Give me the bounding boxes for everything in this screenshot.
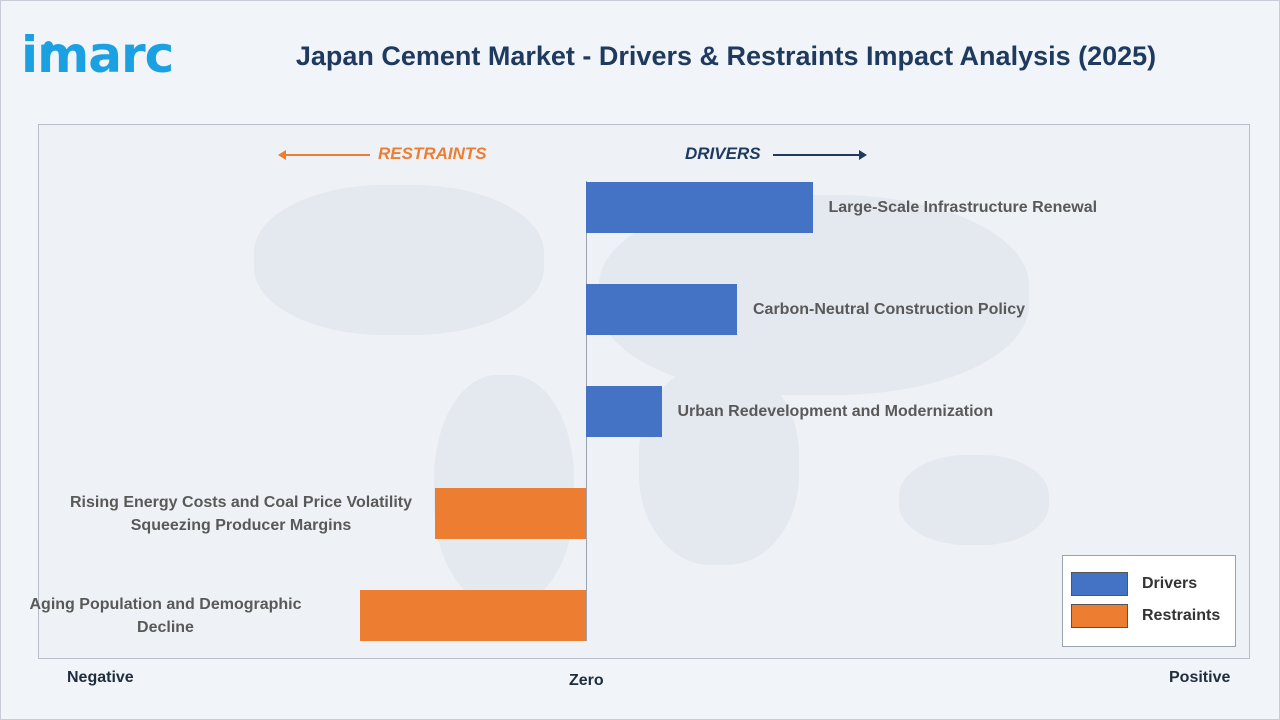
axis-zero-label: Zero (569, 672, 604, 689)
legend-label-drivers: Drivers (1142, 575, 1198, 592)
logo-text: imarc (21, 26, 174, 84)
legend-item-restraints: Restraints (1071, 604, 1220, 628)
bar-label-line: Carbon-Neutral Construction Policy (753, 301, 1026, 318)
bar-label-line: Aging Population and Demographic (29, 595, 302, 613)
bar-label: Urban Redevelopment and Modernization (678, 400, 994, 423)
axis-positive-label: Positive (1169, 669, 1231, 686)
legend-swatch-drivers (1071, 572, 1128, 596)
driver-bar (586, 284, 737, 335)
driver-bar (586, 182, 813, 233)
bar-label: Carbon-Neutral Construction Policy (753, 298, 1025, 321)
drivers-heading: DRIVERS (685, 144, 761, 163)
bar-label: Large-Scale Infrastructure Renewal (829, 196, 1098, 219)
imarc-logo: imarc (21, 26, 174, 84)
legend: Drivers Restraints (1062, 555, 1236, 647)
driver-bar (586, 386, 662, 437)
bar-label-line: Decline (137, 618, 194, 636)
bar-label-line: Squeezing Producer Margins (130, 516, 352, 534)
bar-label-line: Large-Scale Infrastructure Renewal (828, 199, 1098, 216)
logo-dot (44, 41, 53, 50)
bar-label: Aging Population and Demographic Decline (0, 593, 346, 639)
restraint-bar (359, 590, 586, 641)
legend-item-drivers: Drivers (1071, 572, 1197, 596)
bar-label-line: Rising Energy Costs and Coal Price Volat… (69, 493, 412, 511)
chart-title: Japan Cement Market - Drivers & Restrain… (295, 41, 1157, 71)
drivers-arrow (773, 150, 867, 160)
legend-label-restraints: Restraints (1142, 607, 1221, 624)
world-map-watermark (899, 455, 1049, 545)
axis-negative-label: Negative (67, 669, 134, 686)
bar-label-line: Urban Redevelopment and Modernization (677, 403, 994, 420)
restraint-bar (435, 488, 586, 539)
bar-label: Rising Energy Costs and Coal Price Volat… (61, 491, 421, 537)
restraints-heading: RESTRAINTS (378, 144, 487, 163)
world-map-watermark (639, 365, 799, 565)
restraints-arrow (278, 150, 370, 160)
world-map-watermark (254, 185, 544, 335)
legend-swatch-restraints (1071, 604, 1128, 628)
